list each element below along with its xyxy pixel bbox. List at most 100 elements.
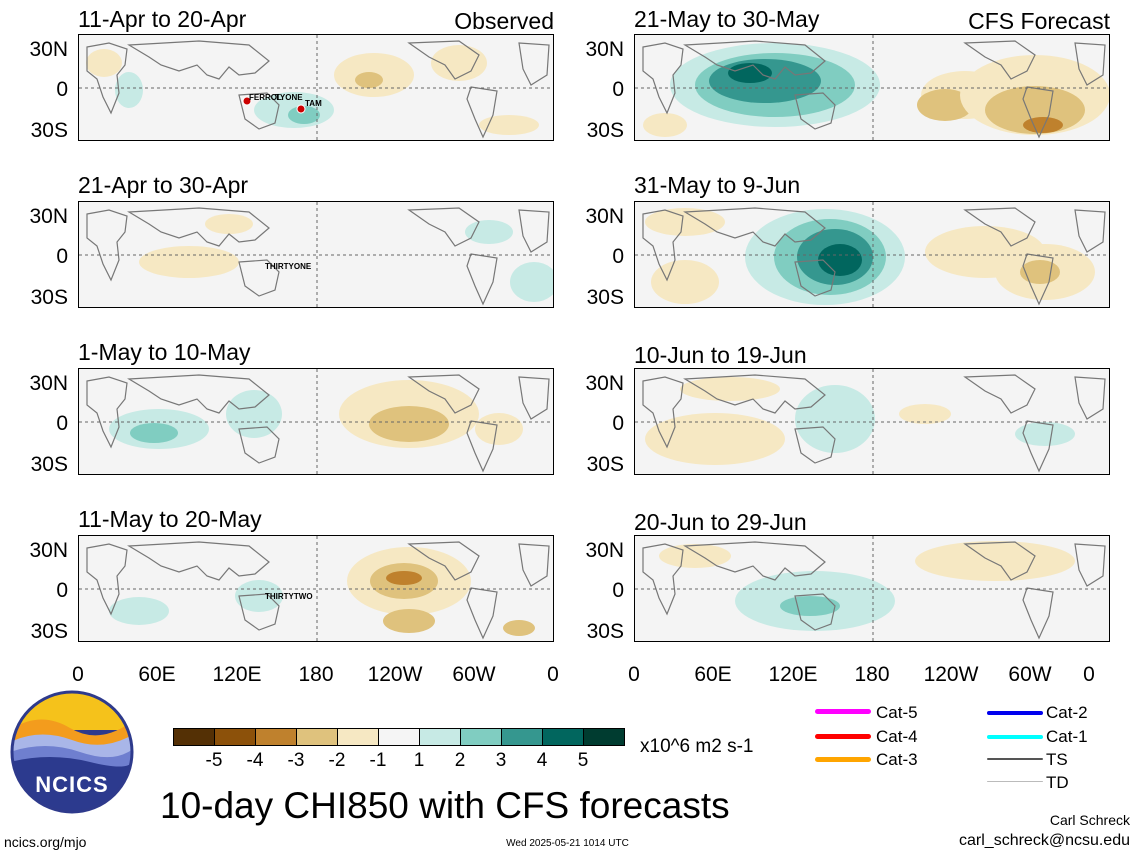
y-tick-label: 0 <box>56 579 68 602</box>
colorbar-swatch <box>378 728 420 746</box>
y-tick-label: 30S <box>586 286 624 309</box>
panel-title: 11-May to 20-May <box>78 506 262 532</box>
map-panel: FERROL TYONE TAM <box>78 34 554 141</box>
y-tick-label: 30N <box>585 38 624 61</box>
panel-title: 21-May to 30-May <box>634 6 820 32</box>
colorbar-units: x10^6 m2 s-1 <box>640 736 754 757</box>
panel-title: 21-Apr to 30-Apr <box>78 172 249 198</box>
legend-label: Cat-2 <box>1046 703 1088 722</box>
y-tick-label: 0 <box>56 78 68 101</box>
y-tick-label: 30S <box>30 620 68 643</box>
colorbar-swatch <box>460 728 502 746</box>
y-tick-label: 30N <box>29 38 68 61</box>
panel-title: 31-May to 9-Jun <box>634 172 801 198</box>
map-panel: THIRTYTWO <box>78 535 554 642</box>
colorbar-swatch <box>419 728 461 746</box>
legend-label: Cat-4 <box>876 727 918 746</box>
legend-swatch-cat4 <box>815 734 871 739</box>
x-tick-label: 0 <box>72 663 84 686</box>
y-tick-label: 0 <box>612 245 624 268</box>
y-tick-label: 30S <box>30 453 68 476</box>
colorbar-swatch <box>542 728 584 746</box>
map-panel <box>634 535 1110 642</box>
y-tick-label: 30N <box>29 539 68 562</box>
y-tick-label: 30S <box>30 286 68 309</box>
colorbar-label: -2 <box>328 750 346 771</box>
y-tick-label: 0 <box>612 412 624 435</box>
colorbar-label: -5 <box>205 750 223 771</box>
panel-title: 20-Jun to 29-Jun <box>634 509 807 535</box>
ncics-logo: NCICS <box>10 690 134 814</box>
colorbar-label: 1 <box>413 750 425 771</box>
y-tick-label: 30S <box>586 453 624 476</box>
y-tick-label: 0 <box>56 245 68 268</box>
colorbar-swatch <box>501 728 543 746</box>
map-panel <box>634 368 1110 475</box>
x-tick-label: 120E <box>212 663 262 686</box>
legend-swatch-cat5 <box>815 709 871 714</box>
y-tick-label: 30S <box>586 119 624 142</box>
y-tick-label: 30N <box>585 539 624 562</box>
colorbar-swatch <box>337 728 379 746</box>
x-tick-label: 120E <box>768 663 818 686</box>
site-link[interactable]: ncics.org/mjo <box>4 834 87 850</box>
legend-swatch-cat1 <box>987 735 1043 739</box>
colorbar-label: -4 <box>246 750 264 771</box>
map-panel <box>634 34 1110 141</box>
legend-swatch-cat2 <box>987 711 1043 715</box>
colorbar-swatch <box>583 728 625 746</box>
y-tick-label: 30S <box>30 119 68 142</box>
legend-label: TD <box>1046 773 1069 792</box>
y-tick-label: 30N <box>29 372 68 395</box>
map-panel <box>634 201 1110 308</box>
storm-label: THIRTYONE <box>265 262 312 271</box>
colorbar-swatch <box>296 728 338 746</box>
colorbar-swatch <box>255 728 297 746</box>
y-tick-label: 0 <box>612 579 624 602</box>
y-tick-label: 30N <box>585 205 624 228</box>
observed-label: Observed <box>454 8 554 34</box>
y-tick-label: 30S <box>586 620 624 643</box>
colorbar-label: 2 <box>454 750 466 771</box>
legend-label: TS <box>1046 750 1068 769</box>
legend-label: Cat-5 <box>876 703 918 722</box>
map-panel <box>78 368 554 475</box>
colorbar-label: -1 <box>369 750 387 771</box>
storm-label: THIRTYTWO <box>265 592 313 601</box>
legend-label: Cat-3 <box>876 750 918 769</box>
y-tick-label: 0 <box>56 412 68 435</box>
x-tick-label: 120W <box>367 663 423 686</box>
colorbar-swatch <box>214 728 256 746</box>
x-tick-label: 60W <box>452 663 496 686</box>
author-email[interactable]: carl_schreck@ncsu.edu <box>959 832 1130 849</box>
panel-title: 11-Apr to 20-Apr <box>78 6 247 32</box>
colorbar-swatch <box>173 728 215 746</box>
x-tick-label: 120W <box>923 663 979 686</box>
x-tick-label: 60W <box>1008 663 1052 686</box>
colorbar-label: 4 <box>536 750 548 771</box>
storm-label: TYONE <box>275 93 303 102</box>
legend-label: Cat-1 <box>1046 727 1088 746</box>
y-tick-label: 30N <box>29 205 68 228</box>
y-tick-label: 0 <box>612 78 624 101</box>
logo-text: NCICS <box>35 772 109 797</box>
panel-title: 10-Jun to 19-Jun <box>634 342 807 368</box>
x-tick-label: 180 <box>854 663 890 686</box>
forecast-label: CFS Forecast <box>968 8 1110 34</box>
legend-swatch-ts <box>987 758 1043 760</box>
main-title: 10-day CHI850 with CFS forecasts <box>160 785 730 826</box>
x-tick-label: 0 <box>628 663 640 686</box>
colorbar-label: 5 <box>577 750 589 771</box>
colorbar-label: 3 <box>495 750 507 771</box>
panel-title: 1-May to 10-May <box>78 339 251 365</box>
x-tick-label: 0 <box>547 663 559 686</box>
legend-swatch-cat3 <box>815 757 871 762</box>
storm-label: TAM <box>305 99 322 108</box>
x-tick-label: 0 <box>1083 663 1095 686</box>
legend-swatch-td <box>987 781 1043 782</box>
y-tick-label: 30N <box>585 372 624 395</box>
colorbar-label: -3 <box>287 750 305 771</box>
x-tick-label: 180 <box>298 663 334 686</box>
map-panel: THIRTYONE <box>78 201 554 308</box>
storm-label: FERROL <box>249 93 282 102</box>
